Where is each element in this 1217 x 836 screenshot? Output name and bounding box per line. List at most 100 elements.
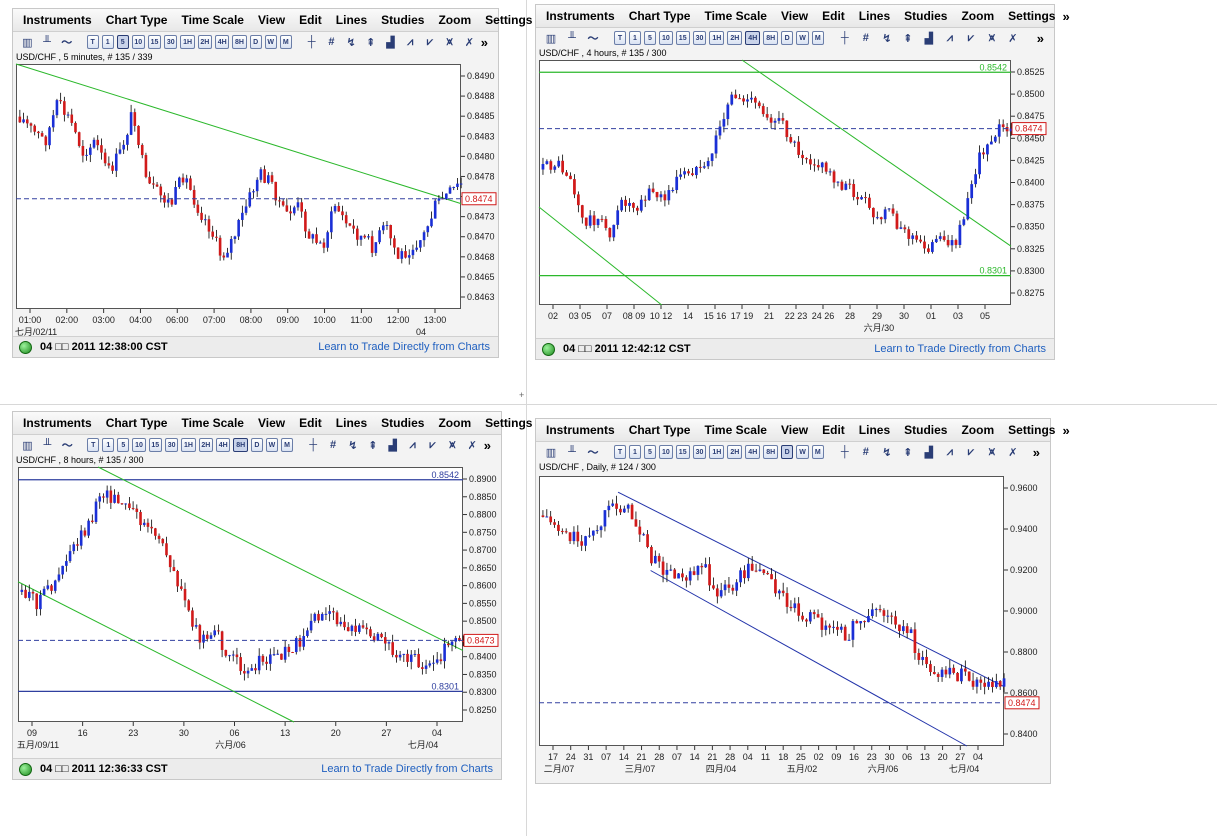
bar-chart-icon[interactable]: ╨	[568, 446, 576, 458]
timeframe-button-d[interactable]: D	[249, 35, 262, 49]
grid-icon[interactable]: #	[862, 32, 869, 44]
timeframe-button-m[interactable]: M	[281, 438, 294, 452]
timeframe-button-w[interactable]: W	[265, 438, 279, 452]
toolbar-more-button[interactable]: »	[480, 34, 488, 50]
trend-line[interactable]	[617, 491, 1005, 688]
timeframe-button-5[interactable]: 5	[644, 31, 656, 45]
timeframe-button-w[interactable]: W	[796, 31, 809, 45]
timeframe-button-15[interactable]: 15	[675, 445, 690, 459]
menu-item-view[interactable]: View	[780, 423, 809, 437]
indicator-icon[interactable]: ⇞	[366, 36, 376, 49]
timeframe-button-15[interactable]: 15	[675, 31, 690, 45]
grid-icon[interactable]: #	[328, 36, 335, 48]
fibonacci-icon[interactable]: ⩙	[988, 31, 995, 44]
delete-line-icon[interactable]: ✗	[467, 439, 477, 452]
timeframe-button-30[interactable]: 30	[164, 438, 179, 452]
timeframe-button-t[interactable]: T	[614, 31, 626, 45]
candlestick-chart-icon[interactable]: ▥	[22, 36, 33, 49]
trend-line[interactable]	[538, 206, 663, 306]
timeframe-button-1h[interactable]: 1H	[709, 31, 725, 45]
menu-item-studies[interactable]: Studies	[904, 9, 948, 23]
menu-item-time-scale[interactable]: Time Scale	[704, 423, 767, 437]
magnet-icon[interactable]: ↯	[882, 32, 892, 45]
timeframe-button-1[interactable]: 1	[101, 35, 114, 49]
menu-item-settings[interactable]: Settings	[1008, 423, 1056, 437]
menu-item-settings[interactable]: Settings	[485, 416, 533, 430]
timeframe-button-2h[interactable]: 2H	[197, 35, 212, 49]
timeframe-button-1h[interactable]: 1H	[181, 438, 196, 452]
chart-plot-area[interactable]	[18, 467, 463, 722]
chart-plot-area[interactable]	[16, 64, 461, 309]
draw-channel-icon[interactable]: ⩗	[967, 445, 974, 458]
menu-item-chart-type[interactable]: Chart Type	[628, 9, 691, 23]
menu-item-time-scale[interactable]: Time Scale	[181, 416, 244, 430]
chart-plot-area[interactable]	[539, 476, 1004, 746]
timeframe-button-t[interactable]: T	[614, 445, 626, 459]
learn-to-trade-link[interactable]: Learn to Trade Directly from Charts	[318, 341, 490, 353]
timeframe-button-8h[interactable]: 8H	[763, 445, 779, 459]
timeframe-button-t[interactable]: T	[86, 35, 99, 49]
learn-to-trade-link[interactable]: Learn to Trade Directly from Charts	[874, 343, 1046, 355]
menu-item-studies[interactable]: Studies	[381, 416, 425, 430]
trend-line[interactable]	[17, 581, 295, 723]
candlestick-chart-icon[interactable]: ▥	[545, 32, 557, 45]
draw-line-icon[interactable]: ⩘	[946, 31, 953, 44]
menu-item-edit[interactable]: Edit	[299, 416, 322, 430]
menu-item-view[interactable]: View	[257, 13, 286, 27]
menu-item-instruments[interactable]: Instruments	[23, 416, 92, 430]
timeframe-button-1h[interactable]: 1H	[709, 445, 725, 459]
timeframe-button-10[interactable]: 10	[659, 31, 673, 45]
crosshair-icon[interactable]: ┼	[307, 36, 316, 48]
bar-chart-icon[interactable]: ╨	[43, 439, 52, 451]
menu-more-button[interactable]: »	[1062, 422, 1070, 438]
grid-icon[interactable]: #	[329, 439, 337, 451]
menu-item-lines[interactable]: Lines	[858, 423, 891, 437]
bar-chart-icon[interactable]: ╨	[568, 32, 576, 44]
line-chart-icon[interactable]: 〜	[587, 447, 599, 459]
timeframe-button-m[interactable]: M	[811, 445, 824, 459]
delete-line-icon[interactable]: ✗	[1008, 32, 1018, 45]
timeframe-button-15[interactable]: 15	[148, 438, 162, 452]
draw-line-icon[interactable]: ⩘	[407, 35, 414, 48]
crosshair-icon[interactable]: ┼	[840, 446, 849, 458]
timeframe-button-4h[interactable]: 4H	[216, 438, 231, 452]
volume-icon[interactable]: ▟	[386, 36, 395, 49]
timeframe-button-4h[interactable]: 4H	[215, 35, 230, 49]
trend-line[interactable]	[741, 59, 1012, 247]
timeframe-button-5[interactable]: 5	[116, 35, 129, 49]
indicator-icon[interactable]: ⇞	[368, 439, 378, 452]
menu-item-zoom[interactable]: Zoom	[961, 423, 995, 437]
timeframe-button-10[interactable]: 10	[659, 445, 673, 459]
trend-line[interactable]	[650, 570, 968, 747]
volume-icon[interactable]: ▟	[388, 439, 397, 452]
timeframe-button-m[interactable]: M	[279, 35, 292, 49]
magnet-icon[interactable]: ↯	[346, 36, 356, 49]
trend-line[interactable]	[15, 63, 462, 205]
line-chart-icon[interactable]: 〜	[587, 33, 599, 45]
menu-item-settings[interactable]: Settings	[485, 13, 533, 27]
menu-item-lines[interactable]: Lines	[858, 9, 891, 23]
timeframe-button-t[interactable]: T	[87, 438, 100, 452]
timeframe-button-8h[interactable]: 8H	[232, 35, 247, 49]
timeframe-button-8h[interactable]: 8H	[233, 438, 248, 452]
menu-item-view[interactable]: View	[257, 416, 286, 430]
menu-item-lines[interactable]: Lines	[335, 13, 368, 27]
line-chart-icon[interactable]: 〜	[61, 440, 73, 452]
menu-item-chart-type[interactable]: Chart Type	[105, 416, 168, 430]
timeframe-button-5[interactable]: 5	[117, 438, 130, 452]
menu-item-zoom[interactable]: Zoom	[961, 9, 995, 23]
toolbar-more-button[interactable]: »	[483, 437, 491, 453]
timeframe-button-1[interactable]: 1	[102, 438, 115, 452]
fibonacci-icon[interactable]: ⩙	[449, 438, 456, 451]
draw-channel-icon[interactable]: ⩗	[426, 35, 433, 48]
menu-item-instruments[interactable]: Instruments	[546, 9, 615, 23]
menu-item-chart-type[interactable]: Chart Type	[628, 423, 691, 437]
grid-icon[interactable]: #	[862, 446, 869, 458]
magnet-icon[interactable]: ↯	[882, 446, 892, 459]
menu-item-edit[interactable]: Edit	[822, 9, 845, 23]
delete-line-icon[interactable]: ✗	[464, 36, 474, 49]
candlestick-chart-icon[interactable]: ▥	[22, 439, 33, 452]
menu-item-view[interactable]: View	[780, 9, 809, 23]
draw-line-icon[interactable]: ⩘	[409, 438, 416, 451]
timeframe-button-2h[interactable]: 2H	[198, 438, 214, 452]
